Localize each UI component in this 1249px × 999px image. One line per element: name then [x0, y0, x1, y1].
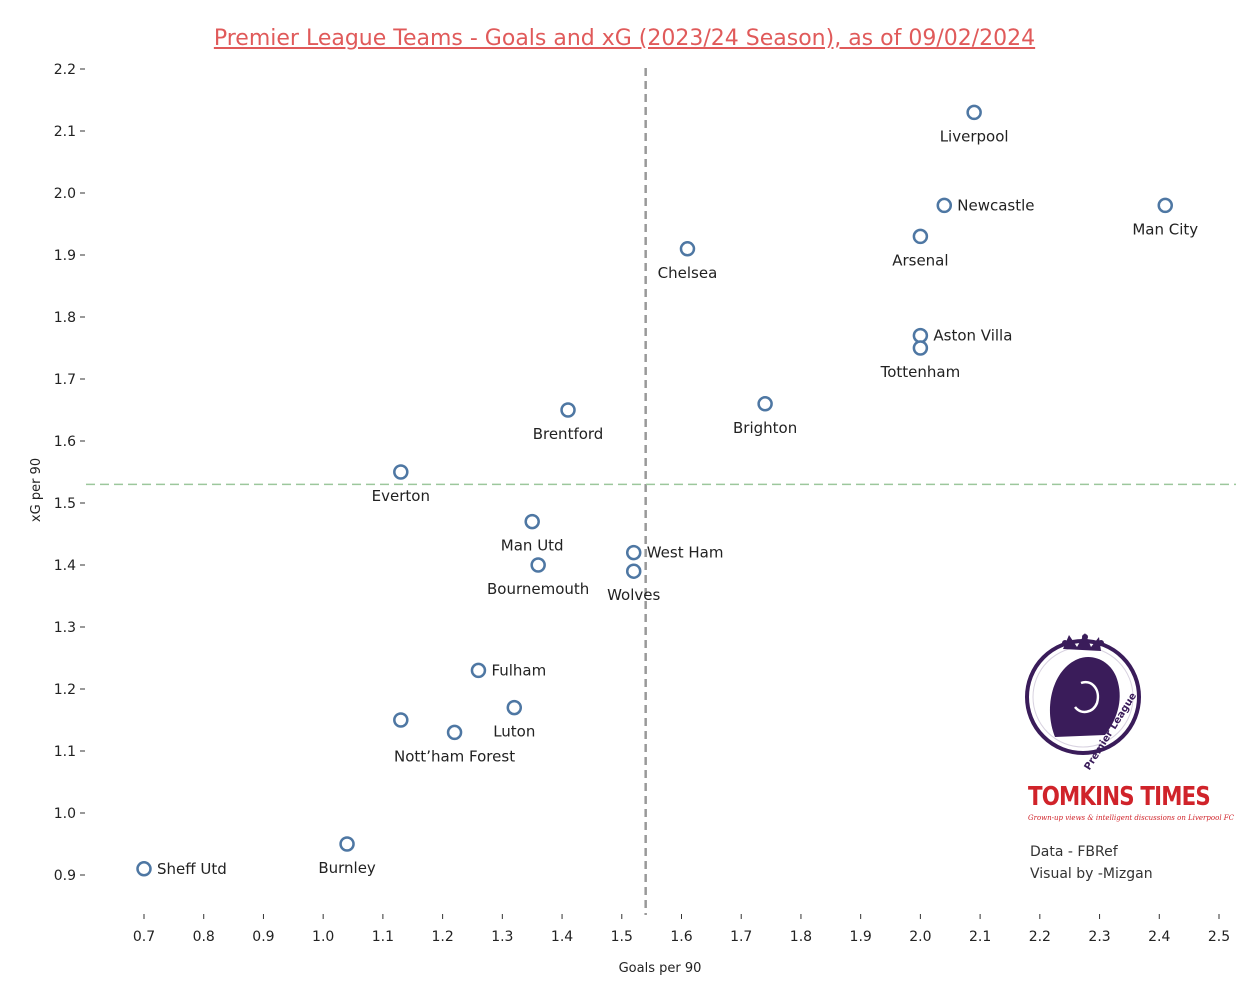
point-label: Nott’ham Forest: [394, 747, 515, 765]
point-label: Man Utd: [501, 537, 564, 555]
author-credit: Visual by -Mizgan: [1030, 866, 1153, 882]
point-label: Tottenham: [880, 363, 961, 381]
y-tick-label: 1.7: [54, 372, 76, 388]
x-axis-title: Goals per 90: [619, 961, 702, 976]
y-tick-label: 1.3: [54, 620, 76, 636]
y-tick-label: 1.9: [54, 248, 76, 264]
data-point: [446, 724, 463, 741]
point-label: Everton: [372, 487, 430, 505]
x-tick-label: 1.0: [312, 929, 334, 945]
data-points: Liverpool Newcastle Man City Arsenal Chelsea…: [136, 104, 1198, 878]
data-point: [966, 104, 982, 121]
data-point: [679, 241, 696, 257]
data-point: [393, 712, 409, 728]
y-tick-label: 1.6: [54, 434, 76, 450]
point-label: Brighton: [733, 419, 797, 437]
x-axis-ticks: 0.7 0.8 0.9 1.0 1.1 1.2 1.3 1.4 1.5 1.6 1.7 1.8 1.9 2…: [133, 914, 1230, 945]
data-point: [524, 513, 540, 530]
x-tick-label: 1.8: [790, 929, 812, 945]
point-label: Brentford: [533, 425, 604, 443]
y-tick-label: 1.5: [54, 496, 76, 512]
y-tick-label: 2.1: [54, 124, 76, 140]
data-point: [912, 228, 929, 245]
x-tick-label: 2.5: [1208, 929, 1230, 945]
y-tick-label: 2.0: [54, 186, 76, 202]
point-label: Fulham: [491, 661, 546, 679]
reference-lines: [86, 68, 1236, 915]
y-axis-title: xG per 90: [29, 458, 44, 522]
x-tick-label: 1.4: [551, 929, 573, 945]
x-tick-label: 2.4: [1148, 929, 1170, 945]
data-point: [1157, 197, 1173, 214]
data-point: [530, 557, 546, 573]
x-tick-label: 1.7: [730, 929, 752, 945]
data-point: [912, 340, 929, 356]
data-point: [470, 662, 487, 679]
data-point: [625, 563, 642, 579]
data-point: [136, 861, 152, 877]
data-point: [757, 396, 773, 412]
x-tick-label: 1.3: [491, 929, 513, 945]
x-tick-label: 2.0: [909, 929, 931, 945]
point-label: West Ham: [647, 544, 724, 562]
y-tick-label: 1.4: [54, 558, 76, 574]
chart-title: Premier League Teams - Goals and xG (202…: [213, 26, 1036, 51]
data-point: [506, 699, 523, 716]
data-point: [912, 327, 929, 344]
point-label: Arsenal: [892, 251, 948, 269]
premier-league-logo: Premier League: [1025, 633, 1141, 772]
x-tick-label: 2.1: [969, 929, 991, 945]
x-tick-label: 0.9: [252, 929, 274, 945]
point-label: Wolves: [607, 586, 660, 604]
x-tick-label: 1.1: [372, 929, 394, 945]
data-point: [936, 197, 953, 214]
data-point: [560, 402, 576, 418]
x-tick-label: 2.3: [1088, 929, 1110, 945]
y-tick-label: 1.2: [54, 682, 76, 698]
data-source-credit: Data - FBRef: [1030, 844, 1118, 860]
point-label: Aston Villa: [933, 327, 1012, 345]
point-label: Man City: [1132, 220, 1198, 238]
y-tick-label: 1.0: [54, 806, 76, 822]
y-tick-label: 1.1: [54, 744, 76, 760]
y-tick-label: 2.2: [54, 62, 76, 78]
tomkins-times-logo: TOMKINS TIMES Grown-up views & intellige…: [1028, 782, 1234, 822]
x-tick-label: 0.7: [133, 929, 155, 945]
point-label: Luton: [493, 723, 535, 741]
x-tick-label: 1.5: [611, 929, 633, 945]
point-label: Newcastle: [957, 196, 1034, 214]
point-label: Bournemouth: [487, 580, 589, 598]
point-label: Burnley: [318, 859, 376, 877]
point-label: Chelsea: [658, 264, 718, 282]
credits: Data - FBRef Visual by -Mizgan: [1030, 841, 1153, 885]
y-tick-label: 0.9: [54, 868, 76, 884]
data-point: [625, 544, 642, 561]
y-axis-ticks: 0.9 1.0 1.1 1.2 1.3 1.4 1.5 1.6 1.7 1.8 1.9 2.0 2.1 2…: [54, 62, 85, 884]
point-label: Liverpool: [940, 127, 1009, 145]
brand-name: TOMKINS TIMES: [1028, 782, 1211, 812]
x-tick-label: 2.2: [1029, 929, 1051, 945]
point-label: Sheff Utd: [157, 860, 227, 878]
data-point: [339, 836, 355, 852]
data-point: [393, 464, 409, 480]
brand-tagline: Grown-up views & intelligent discussions…: [1028, 814, 1234, 822]
x-tick-label: 1.6: [670, 929, 692, 945]
x-tick-label: 1.9: [850, 929, 872, 945]
y-tick-label: 1.8: [54, 310, 76, 326]
x-tick-label: 1.2: [431, 929, 453, 945]
x-tick-label: 0.8: [193, 929, 215, 945]
